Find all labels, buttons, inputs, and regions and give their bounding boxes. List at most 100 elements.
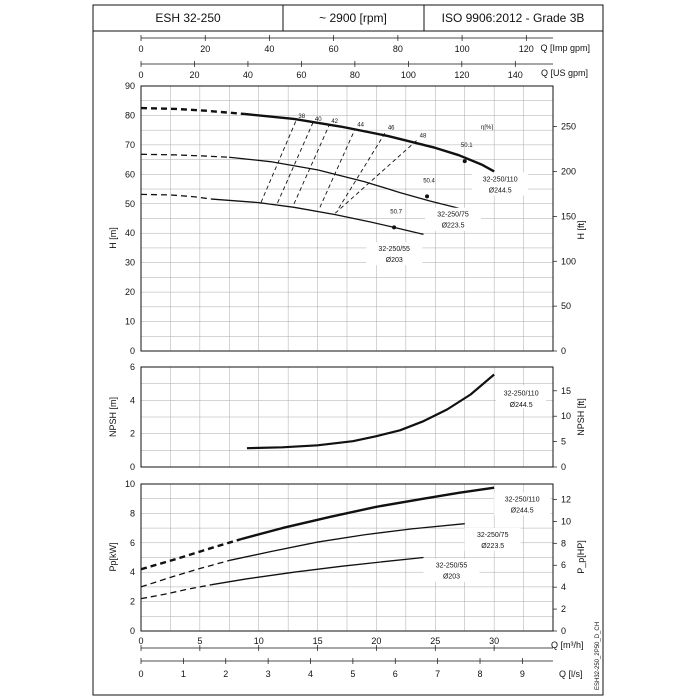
y-right-tick-label: 10 xyxy=(561,411,571,421)
curve-head-1 xyxy=(229,156,459,209)
series-diameter-label: Ø244.5 xyxy=(511,508,534,515)
bottom-axis-ls-tick-label: 2 xyxy=(223,669,228,679)
bottom-axis-ls-tick-label: 4 xyxy=(308,669,313,679)
efficiency-line xyxy=(260,119,297,203)
top-axis-us-tick-label: 140 xyxy=(508,70,523,80)
curve-npsh-0 xyxy=(246,373,495,450)
y-tick-label: 6 xyxy=(130,538,135,548)
efficiency-line xyxy=(293,124,330,204)
power-ylabel-right: P_p[HP] xyxy=(576,540,586,574)
top-axis-us-tick-label: 60 xyxy=(296,70,306,80)
efficiency-line-label: 40 xyxy=(315,117,322,123)
y-right-tick-label: 0 xyxy=(561,462,566,472)
bottom-axis-m3h-tick-label: 25 xyxy=(430,636,440,646)
bottom-axis-ls-tick-label: 3 xyxy=(266,669,271,679)
curve-dashed-power-1 xyxy=(140,559,230,588)
bottom-axis-ls-tick-label: 0 xyxy=(138,669,143,679)
series-diameter-label: Ø244.5 xyxy=(510,402,533,409)
top-axis-imp-tick-label: 100 xyxy=(455,44,470,54)
head-ylabel-right: H [ft] xyxy=(576,220,586,239)
series-name-label: 32-250/55 xyxy=(378,246,410,253)
bep-marker xyxy=(392,225,397,230)
series-name-label: 32-250/75 xyxy=(437,212,469,219)
series-label-bg xyxy=(425,207,482,231)
curve-dashed-head-1 xyxy=(140,153,230,158)
series-label-bg xyxy=(423,558,480,582)
plot-frame xyxy=(140,366,554,468)
npsh-ylabel: NPSH [m] xyxy=(108,397,118,437)
curve-power-0 xyxy=(240,486,495,541)
bottom-axis-m3h-tick-label: 5 xyxy=(197,636,202,646)
y-right-tick-label: 250 xyxy=(561,122,576,132)
bottom-axis-m3h-tick-label: 20 xyxy=(371,636,381,646)
y-tick-label: 6 xyxy=(130,362,135,372)
top-axis-imp-tick-label: 20 xyxy=(200,44,210,54)
y-right-tick-label: 0 xyxy=(561,346,566,356)
series-diameter-label: Ø223.5 xyxy=(481,543,504,550)
y-tick-label: 0 xyxy=(130,626,135,636)
series-diameter-label: Ø223.5 xyxy=(442,223,465,230)
bep-label: 50.7 xyxy=(390,209,402,215)
top-axis-us-tick-label: 20 xyxy=(189,70,199,80)
bottom-axis-ls-title: Q [l/s] xyxy=(559,669,583,679)
series-name-label: 32-250/55 xyxy=(436,563,468,570)
y-right-tick-label: 0 xyxy=(561,626,566,636)
y-right-tick-label: 6 xyxy=(561,560,566,570)
top-axis-us-tick-label: 40 xyxy=(243,70,253,80)
y-tick-label: 60 xyxy=(125,169,135,179)
efficiency-line-label: 42 xyxy=(331,119,338,125)
bep-marker xyxy=(425,194,430,199)
bep-label: 50.1 xyxy=(461,143,473,149)
top-axis-us-tick-label: 100 xyxy=(401,70,416,80)
y-right-tick-label: 4 xyxy=(561,582,566,592)
y-tick-label: 0 xyxy=(130,462,135,472)
y-right-tick-label: 15 xyxy=(561,386,571,396)
head-ylabel: H [m] xyxy=(108,227,118,249)
top-axis-us-tick-label: 80 xyxy=(350,70,360,80)
efficiency-line-label: 38 xyxy=(298,114,305,120)
efficiency-line-label: 48 xyxy=(420,134,427,140)
bottom-axis-ls-tick-label: 5 xyxy=(350,669,355,679)
header-speed: ~ 2900 [rpm] xyxy=(319,11,387,25)
bottom-axis-m3h-title: Q [m³/h] xyxy=(551,640,584,650)
y-tick-label: 90 xyxy=(125,81,135,91)
y-right-tick-label: 10 xyxy=(561,516,571,526)
efficiency-line-label: 46 xyxy=(388,126,395,132)
efficiency-label: η[%] xyxy=(481,125,493,131)
top-axis-imp-tick-label: 120 xyxy=(519,44,534,54)
header-standard: ISO 9906:2012 - Grade 3B xyxy=(442,11,585,25)
side-code: ESH32-250_2P50_D_CH xyxy=(595,622,601,690)
efficiency-line xyxy=(319,128,356,208)
y-tick-label: 10 xyxy=(125,317,135,327)
y-tick-label: 4 xyxy=(130,395,135,405)
y-right-tick-label: 8 xyxy=(561,538,566,548)
y-tick-label: 8 xyxy=(130,508,135,518)
y-tick-label: 70 xyxy=(125,140,135,150)
plot-frame xyxy=(140,85,554,352)
y-right-tick-label: 12 xyxy=(561,494,571,504)
curve-dashed-head-2 xyxy=(140,193,212,200)
y-tick-label: 4 xyxy=(130,567,135,577)
efficiency-line-label: 44 xyxy=(357,123,364,129)
series-name-label: 32-250/75 xyxy=(477,532,509,539)
y-tick-label: 2 xyxy=(130,429,135,439)
y-right-tick-label: 150 xyxy=(561,211,576,221)
efficiency-line xyxy=(334,139,418,214)
top-axis-imp-tick-label: 40 xyxy=(264,44,274,54)
series-label-bg xyxy=(464,527,521,551)
curve-head-0 xyxy=(244,112,495,173)
bottom-axis-ls-tick-label: 7 xyxy=(435,669,440,679)
series-label-bg xyxy=(472,172,529,196)
plot-frame xyxy=(140,483,554,632)
y-tick-label: 10 xyxy=(125,479,135,489)
y-tick-label: 2 xyxy=(130,597,135,607)
bep-label: 50.4 xyxy=(423,178,435,184)
y-tick-label: 0 xyxy=(130,346,135,356)
y-tick-label: 80 xyxy=(125,110,135,120)
bottom-axis-ls-tick-label: 6 xyxy=(393,669,398,679)
bottom-axis-m3h-tick-label: 10 xyxy=(254,636,264,646)
y-tick-label: 50 xyxy=(125,199,135,209)
bottom-axis-ls-tick-label: 1 xyxy=(181,669,186,679)
curve-power-1 xyxy=(229,523,465,562)
efficiency-line xyxy=(338,131,387,209)
